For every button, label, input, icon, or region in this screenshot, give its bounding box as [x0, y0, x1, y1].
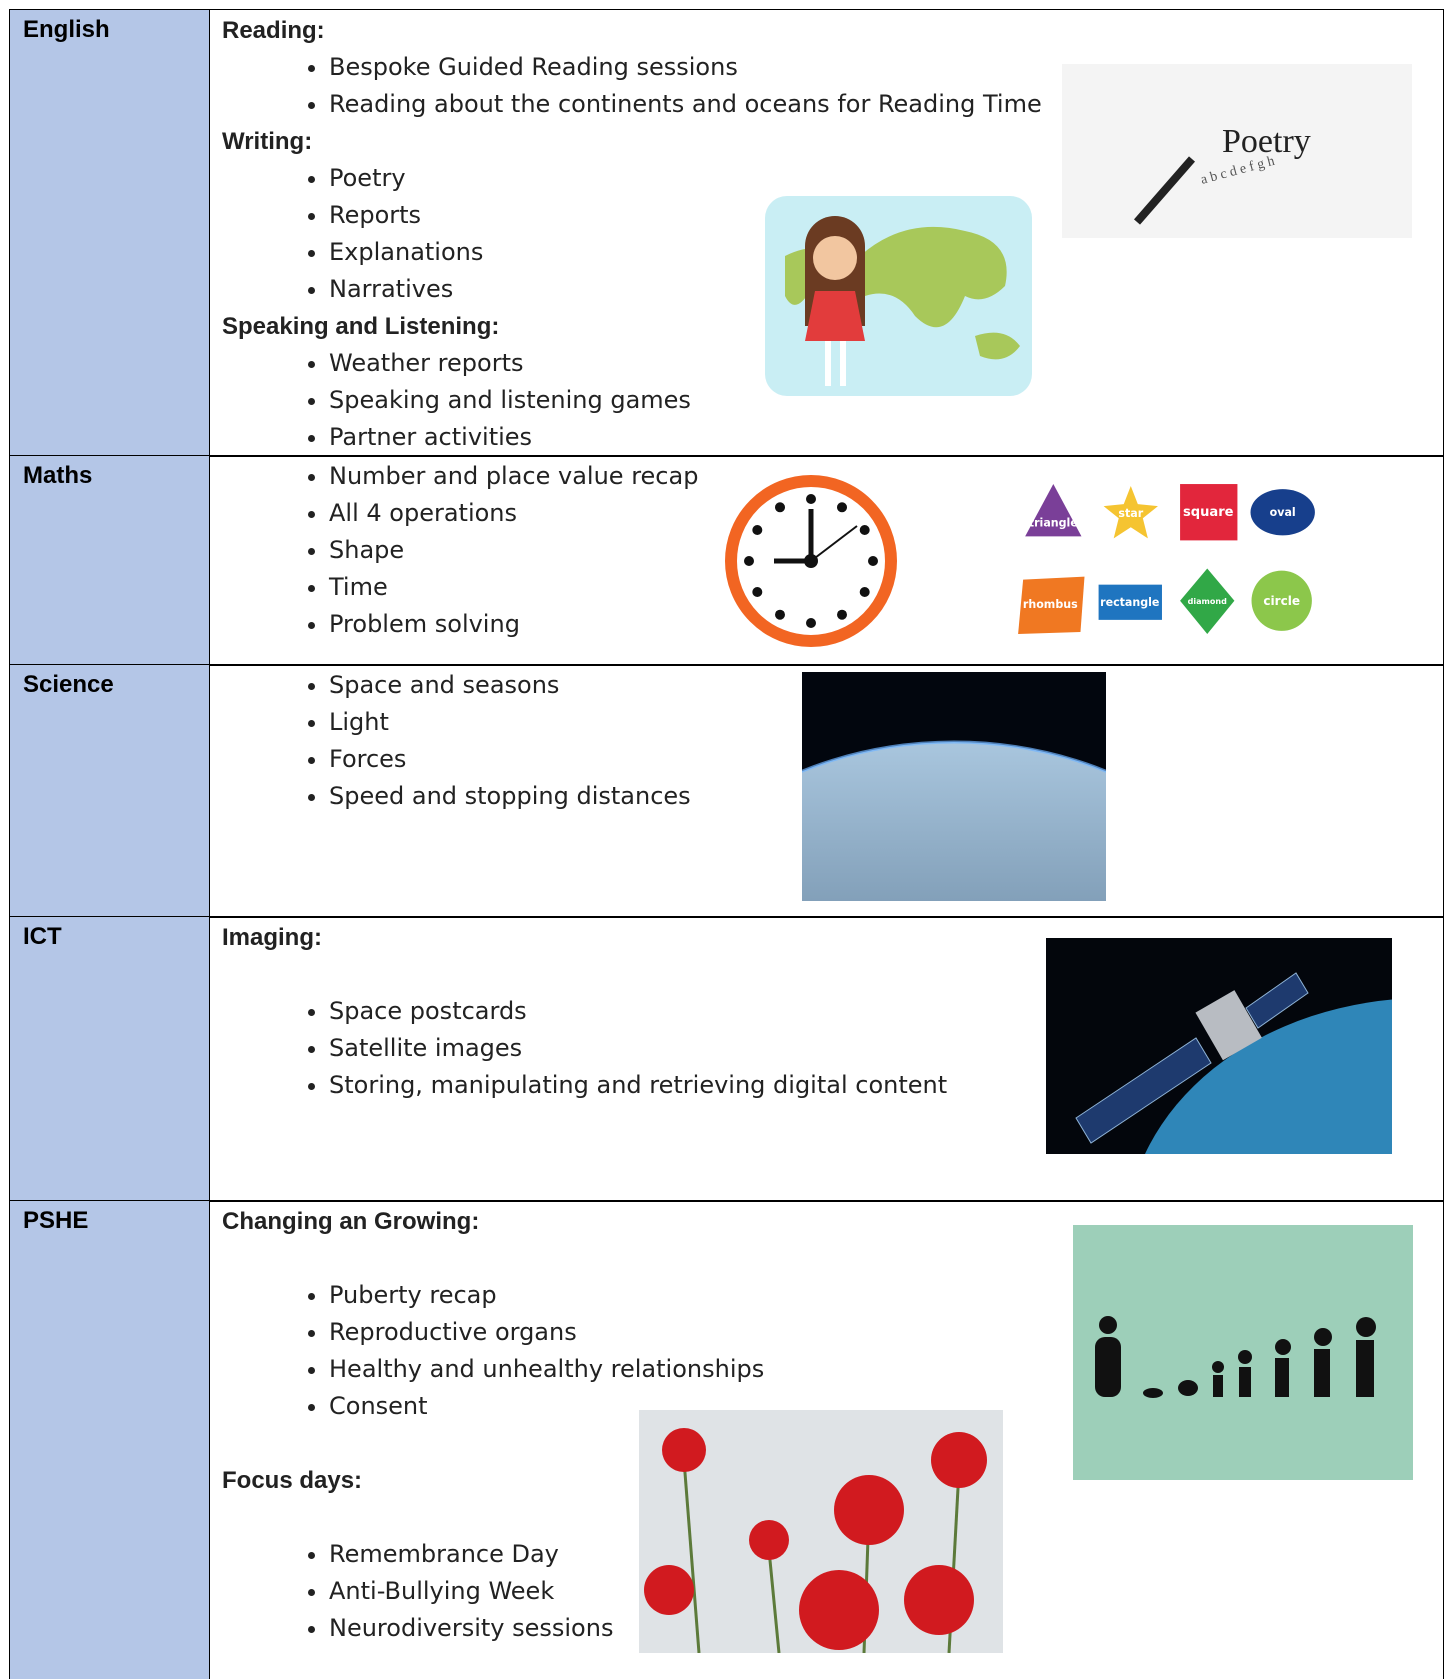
shape-label: rhombus	[1023, 598, 1078, 611]
bullet-item: Forces	[329, 741, 1443, 778]
bullet-item: Speed and stopping distances	[329, 778, 1443, 815]
earth-image	[802, 672, 1106, 901]
clock-dot	[806, 494, 816, 504]
content-cell: Space and seasonsLightForcesSpeed and st…	[222, 667, 1443, 815]
bullet-list: Space and seasonsLightForcesSpeed and st…	[222, 667, 1443, 815]
bullet-item: Storing, manipulating and retrieving dig…	[329, 1067, 1443, 1104]
subject-cell: Maths	[10, 456, 210, 665]
bullet-item: Time	[329, 569, 1443, 606]
satellite-image	[1046, 938, 1392, 1154]
bullet-item: Reports	[329, 197, 1443, 234]
shape-label: star	[1118, 507, 1143, 520]
clock-image	[725, 475, 897, 647]
clock-dot	[775, 609, 785, 620]
bullet-item: Reading about the continents and oceans …	[329, 86, 1443, 123]
section-heading: Imaging:	[222, 924, 322, 951]
growth-image	[1073, 1225, 1413, 1480]
shape-label: diamond	[1188, 597, 1228, 606]
bullet-item: Healthy and unhealthy relationships	[329, 1351, 1443, 1388]
subject-cell: ICT	[10, 917, 210, 1201]
bullet-item: Anti-Bullying Week	[329, 1573, 1443, 1610]
bullet-list: Number and place value recapAll 4 operat…	[222, 458, 1443, 643]
content-cell: Imaging: Space postcardsSatellite imagesS…	[222, 919, 1443, 1104]
clock-dot	[837, 609, 847, 620]
poetry-image: Poetry a b c d e f g h	[1062, 64, 1412, 238]
bullet-item: Reproductive organs	[329, 1314, 1443, 1351]
section-heading: Speaking and Listening:	[222, 313, 500, 340]
map-girl-image	[765, 196, 1032, 396]
table-row: ScienceSpace and seasonsLightForcesSpeed…	[9, 664, 1444, 918]
clock-dot	[868, 556, 878, 566]
section-heading: Reading:	[222, 17, 325, 44]
shape-label: triangle	[1029, 516, 1078, 529]
clock-dot	[859, 587, 870, 597]
bullet-item: Problem solving	[329, 606, 1443, 643]
bullet-list: Space postcardsSatellite imagesStoring, …	[222, 993, 1443, 1104]
bullet-item: Space postcards	[329, 993, 1443, 1030]
bullet-item: Space and seasons	[329, 667, 1443, 704]
shape-label: rectangle	[1100, 596, 1159, 609]
bullet-item: Speaking and listening games	[329, 382, 1443, 419]
bullet-item: Consent	[329, 1388, 1443, 1425]
bullet-list: Puberty recapReproductive organsHealthy …	[222, 1277, 1443, 1425]
poetry-label: Poetry	[1222, 123, 1311, 160]
bullet-item: Poetry	[329, 160, 1443, 197]
clock-dot	[744, 556, 754, 566]
bullet-item: Number and place value recap	[329, 458, 1443, 495]
bullet-item: All 4 operations	[329, 495, 1443, 532]
table-row: MathsNumber and place value recapAll 4 o…	[9, 455, 1444, 666]
shape-label: square	[1183, 505, 1234, 520]
bullet-item: Neurodiversity sessions	[329, 1610, 1443, 1647]
bullet-list: Remembrance DayAnti-Bullying WeekNeurodi…	[222, 1536, 1443, 1647]
shape-label: oval	[1270, 506, 1296, 519]
bullet-list: Weather reportsSpeaking and listening ga…	[222, 345, 1443, 456]
bullet-item: Explanations	[329, 234, 1443, 271]
bullet-item: Satellite images	[329, 1030, 1443, 1067]
bullet-item: Bespoke Guided Reading sessions	[329, 49, 1443, 86]
bullet-list: Bespoke Guided Reading sessionsReading a…	[222, 49, 1443, 123]
bullet-item: Partner activities	[329, 419, 1443, 456]
content-cell: Number and place value recapAll 4 operat…	[222, 458, 1443, 643]
section-heading: Focus days:	[222, 1467, 363, 1494]
shapes-image: triangle star square oval rhombus rectan…	[1018, 484, 1315, 634]
clock-dot	[752, 587, 763, 597]
table-row: ICT Imaging: Space postcardsSatellite imag…	[9, 916, 1444, 1202]
bullet-item: Shape	[329, 532, 1443, 569]
bullet-item: Weather reports	[329, 345, 1443, 382]
clock-dot	[775, 502, 785, 513]
subject-cell: Science	[10, 665, 210, 917]
section-heading: Writing:	[222, 128, 313, 155]
clock-dot	[837, 502, 847, 513]
bullet-item: Puberty recap	[329, 1277, 1443, 1314]
subject-cell: English	[10, 10, 210, 456]
bullet-list: PoetryReportsExplanationsNarratives	[222, 160, 1443, 308]
clock-dot	[806, 618, 816, 628]
clock-dot	[752, 525, 763, 535]
content-cell: Reading:Bespoke Guided Reading sessionsR…	[222, 12, 1443, 456]
bullet-item: Light	[329, 704, 1443, 741]
subject-cell: PSHE	[10, 1201, 210, 1679]
bullet-item: Remembrance Day	[329, 1536, 1443, 1573]
section-heading: Changing an Growing:	[222, 1208, 480, 1235]
bullet-item: Narratives	[329, 271, 1443, 308]
poppies-image	[639, 1410, 1003, 1653]
clock-dot	[859, 525, 870, 535]
table-row: PSHE Changing an Growing: Puberty recapRep…	[9, 1200, 1444, 1679]
shape-label: circle	[1263, 594, 1300, 608]
content-cell: Changing an Growing: Puberty recapReprodu…	[222, 1203, 1443, 1679]
